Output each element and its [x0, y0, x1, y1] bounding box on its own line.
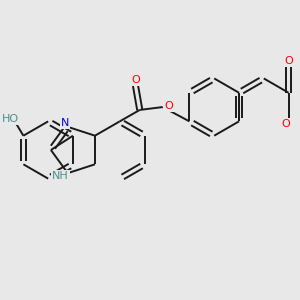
Text: O: O: [164, 100, 173, 111]
Text: HO: HO: [2, 113, 19, 124]
Text: O: O: [281, 119, 290, 129]
Text: O: O: [284, 56, 293, 66]
Text: N: N: [61, 118, 69, 128]
Text: O: O: [131, 75, 140, 85]
Text: NH: NH: [52, 171, 69, 181]
